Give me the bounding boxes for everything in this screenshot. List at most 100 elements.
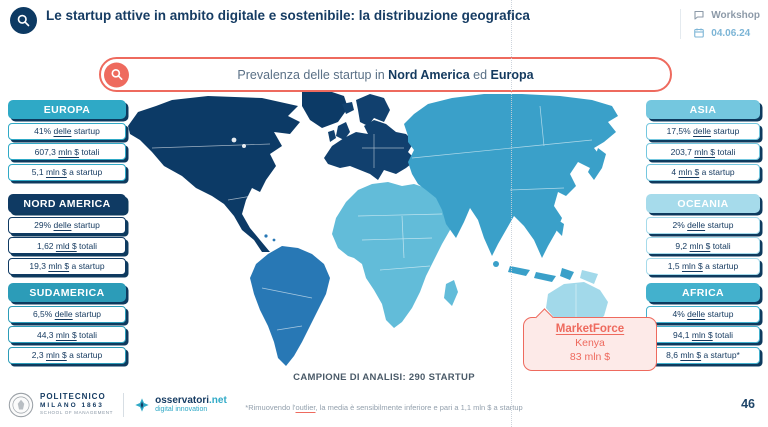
stat-pre: 4% <box>672 309 688 319</box>
stat-row: 17,5% delle startup <box>646 122 760 140</box>
stat-underlined: delle <box>53 220 72 230</box>
magnifier-icon <box>17 14 30 27</box>
callout-country: Kenya <box>575 337 605 349</box>
stat-pre: 8,6 <box>666 350 681 360</box>
map-philippines <box>556 220 564 236</box>
footer-divider <box>123 393 125 417</box>
stat-row: 6,5% delle startup <box>8 305 126 323</box>
stat-post: totali <box>76 329 98 340</box>
stat-underlined: mln $ <box>678 167 700 177</box>
stat-underlined: delle <box>687 220 706 230</box>
stat-text: 4 mln $ a startup <box>671 167 734 177</box>
magnifier-icon <box>111 69 122 80</box>
map-africa <box>332 182 458 328</box>
stat-underlined: delle <box>54 309 73 319</box>
region-box-sudamerica: SUDAMERICA 6,5% delle startup 44,3 mln $… <box>8 283 126 364</box>
stat-row: 2,3 mln $ a startup <box>8 346 126 364</box>
map-sri-lanka <box>493 261 499 267</box>
stat-underlined: mln $ <box>681 261 703 271</box>
footer-logos: POLITECNICO MILANO 1863 SCHOOL OF MANAGE… <box>8 392 227 418</box>
workshop-label-row: Workshop <box>693 9 760 21</box>
stat-text: 17,5% delle startup <box>667 126 740 136</box>
politecnico-line2: MILANO 1863 <box>40 402 104 410</box>
banner-text-mid: ed <box>469 67 491 82</box>
stat-underlined: mln $ <box>58 146 80 157</box>
stat-text: 2% delle startup <box>673 220 734 230</box>
stat-text: 2,3 mln $ a startup <box>32 350 102 360</box>
stat-underlined: mln $ <box>689 240 711 251</box>
stat-post: startup <box>705 220 734 230</box>
stat-underlined: mln $ <box>45 350 67 360</box>
stat-post: a startup <box>66 167 103 177</box>
map-iceland <box>342 102 354 114</box>
map-south-america <box>250 246 330 366</box>
stat-pre: 1,5 <box>667 261 682 271</box>
stat-pre: 9,2 <box>675 240 690 251</box>
stat-row: 9,2 mln $ totali <box>646 237 760 254</box>
stat-text: 29% delle startup <box>34 220 100 230</box>
marketforce-callout: MarketForce Kenya 83 mln $ <box>523 308 657 371</box>
stat-pre: 29% <box>34 220 54 230</box>
region-header-oceania: OCEANIA <box>646 194 760 213</box>
map-europe <box>324 120 416 180</box>
callout-company: MarketForce <box>555 323 625 335</box>
stat-text: 41% delle startup <box>34 126 100 136</box>
map-uk <box>336 122 350 140</box>
callout-amount: 83 mln $ <box>569 351 611 363</box>
osservatori-logo: osservatori.net digital innovation <box>134 395 227 414</box>
stat-row: 19,3 mln $ a startup <box>8 257 126 275</box>
stat-row: 4% delle startup <box>646 305 760 323</box>
stat-underlined: delle <box>687 309 706 319</box>
stat-post: startup <box>72 309 102 319</box>
stat-row: 607,3 mln $ totali <box>8 143 126 160</box>
slide-meta: Workshop 04.06.24 <box>680 9 760 39</box>
stat-post: totali <box>715 146 736 157</box>
stat-post: a startup <box>699 167 735 177</box>
stat-underlined: mln $ <box>48 261 70 271</box>
banner-magnifier-badge <box>104 62 129 87</box>
stat-row: 203,7 mln $ totali <box>646 143 760 160</box>
stat-row: 4 mln $ a startup <box>646 163 760 181</box>
politecnico-seal-icon <box>8 392 34 418</box>
map-caribbean-islands <box>264 234 276 242</box>
stat-post: a startup <box>69 261 105 271</box>
stat-post: startup <box>71 220 100 230</box>
banner-text-bold-nord-america: Nord America <box>388 67 470 82</box>
stat-post: totali <box>710 240 731 251</box>
stat-pre: 19,3 <box>29 261 49 271</box>
osservatori-tagline: digital innovation <box>155 406 208 414</box>
stat-post: startup <box>71 126 100 136</box>
stat-text: 8,6 mln $ a startup* <box>666 350 740 360</box>
stat-pre: 4 <box>671 167 679 177</box>
stat-post: a startup <box>66 350 103 360</box>
map-japan <box>588 148 606 180</box>
osservatori-name-text: osservatori <box>155 395 210 407</box>
stat-pre: 5,1 <box>31 167 46 177</box>
stat-pre: 41% <box>34 126 54 136</box>
key-message-banner: Prevalenza delle startup in Nord America… <box>99 57 672 92</box>
stat-pre: 203,7 <box>670 146 695 157</box>
map-new-guinea <box>580 270 598 284</box>
map-scandinavia <box>356 94 390 126</box>
region-header-asia: ASIA <box>646 100 760 119</box>
stat-row: 1,62 mld $ totali <box>8 237 126 254</box>
footnote: *Rimuovendo l'outlier, la media è sensib… <box>0 403 768 412</box>
stat-underlined: mln $ <box>680 350 702 360</box>
stat-row: 2% delle startup <box>646 216 760 234</box>
stat-post: a startup <box>702 261 739 271</box>
region-header-europa: EUROPA <box>8 100 126 119</box>
stat-underlined: mln $ <box>691 329 713 340</box>
stat-underlined: mln $ <box>55 329 77 340</box>
stat-row: 1,5 mln $ a startup <box>646 257 760 275</box>
stat-row: 41% delle startup <box>8 122 126 140</box>
footnote-pre: *Rimuovendo l' <box>245 403 296 412</box>
page-title: Le startup attive in ambito digitale e s… <box>46 8 530 23</box>
region-box-nord-america: NORD AMERICA 29% delle startup 1,62 mld … <box>8 194 126 275</box>
politecnico-line1: POLITECNICO <box>40 392 106 402</box>
workshop-label: Workshop <box>711 9 760 21</box>
stat-text: 203,7 mln $ totali <box>671 147 736 157</box>
stat-underlined: mln $ <box>45 167 67 177</box>
stat-row: 8,6 mln $ a startup* <box>646 346 760 364</box>
stat-row: 5,1 mln $ a startup <box>8 163 126 181</box>
region-box-africa: AFRICA 4% delle startup 94,1 mln $ total… <box>646 283 760 364</box>
